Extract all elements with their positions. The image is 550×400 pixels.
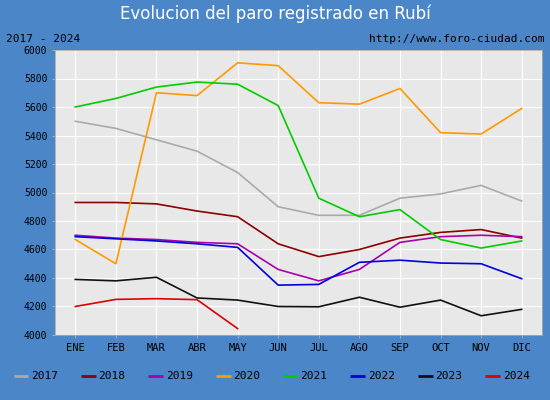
Text: 2022: 2022	[368, 371, 395, 381]
Text: Evolucion del paro registrado en Rubí: Evolucion del paro registrado en Rubí	[120, 5, 430, 23]
Text: 2020: 2020	[233, 371, 260, 381]
Text: 2023: 2023	[436, 371, 463, 381]
Text: 2021: 2021	[301, 371, 328, 381]
Text: 2017 - 2024: 2017 - 2024	[6, 34, 80, 44]
Text: 2019: 2019	[166, 371, 193, 381]
Text: http://www.foro-ciudad.com: http://www.foro-ciudad.com	[369, 34, 544, 44]
Text: 2018: 2018	[98, 371, 125, 381]
Text: 2024: 2024	[503, 371, 530, 381]
Text: 2017: 2017	[31, 371, 58, 381]
